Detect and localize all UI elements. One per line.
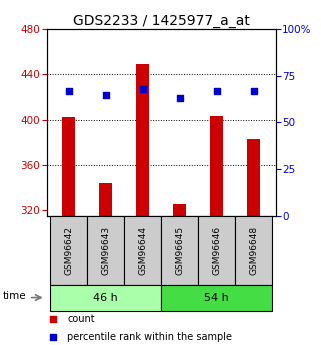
Bar	[62, 117, 75, 216]
Title: GDS2233 / 1425977_a_at: GDS2233 / 1425977_a_at	[73, 14, 250, 28]
Bar	[161, 285, 272, 310]
Text: GSM96646: GSM96646	[212, 226, 221, 275]
Point	[251, 88, 256, 93]
Text: GSM96645: GSM96645	[175, 226, 184, 275]
Bar	[50, 285, 161, 310]
Bar	[247, 139, 260, 216]
Text: GSM96642: GSM96642	[64, 226, 73, 275]
Text: GSM96643: GSM96643	[101, 226, 110, 275]
Bar	[161, 216, 198, 285]
Bar	[173, 204, 186, 216]
Text: GSM96644: GSM96644	[138, 226, 147, 275]
Bar	[198, 216, 235, 285]
Bar	[87, 216, 124, 285]
Text: time: time	[2, 291, 26, 301]
Text: 54 h: 54 h	[204, 293, 229, 303]
Point	[51, 334, 56, 339]
Point	[66, 88, 71, 93]
Text: GSM96648: GSM96648	[249, 226, 258, 275]
Bar	[124, 216, 161, 285]
Point	[140, 86, 145, 92]
Bar	[210, 116, 223, 216]
Bar	[99, 183, 112, 216]
Text: percentile rank within the sample: percentile rank within the sample	[67, 332, 232, 342]
Bar	[50, 216, 87, 285]
Point	[177, 96, 182, 101]
Point	[103, 92, 108, 97]
Point	[214, 88, 219, 93]
Text: 46 h: 46 h	[93, 293, 118, 303]
Bar	[235, 216, 272, 285]
Point	[51, 316, 56, 322]
Text: count: count	[67, 314, 95, 324]
Bar	[136, 64, 149, 216]
